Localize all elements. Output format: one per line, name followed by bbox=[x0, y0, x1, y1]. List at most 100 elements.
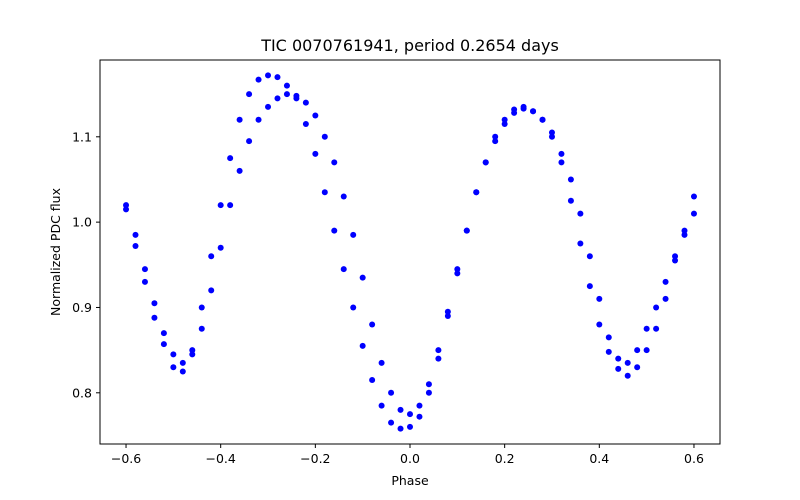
data-point bbox=[596, 321, 603, 328]
x-tick-label: 0.6 bbox=[684, 451, 704, 466]
x-tick-label: 0.4 bbox=[589, 451, 609, 466]
data-point bbox=[123, 206, 130, 213]
data-point bbox=[274, 95, 281, 102]
data-point bbox=[454, 266, 461, 273]
data-point bbox=[170, 351, 177, 358]
data-point bbox=[548, 129, 555, 136]
data-point bbox=[321, 133, 328, 140]
data-point bbox=[198, 325, 205, 332]
data-point bbox=[501, 116, 508, 123]
data-point bbox=[653, 304, 660, 311]
data-point bbox=[407, 411, 413, 418]
data-point bbox=[577, 210, 584, 217]
data-point bbox=[605, 348, 612, 355]
data-point bbox=[634, 347, 641, 354]
data-point bbox=[189, 351, 196, 358]
data-point bbox=[369, 377, 376, 383]
data-point bbox=[624, 359, 631, 366]
data-point bbox=[643, 347, 650, 354]
data-point bbox=[492, 138, 499, 145]
data-point bbox=[170, 364, 177, 371]
data-point bbox=[340, 193, 347, 200]
data-point bbox=[548, 133, 555, 140]
y-tick-label: 0.8 bbox=[72, 385, 92, 400]
x-tick-label: −0.2 bbox=[300, 451, 330, 466]
data-point bbox=[312, 150, 319, 157]
data-point bbox=[132, 231, 139, 238]
data-point bbox=[227, 155, 234, 162]
data-point bbox=[227, 202, 234, 209]
data-point bbox=[160, 330, 167, 337]
data-point bbox=[444, 313, 451, 319]
plot-frame bbox=[99, 59, 721, 445]
data-point bbox=[179, 368, 186, 375]
data-point bbox=[690, 210, 697, 217]
data-point bbox=[246, 138, 253, 145]
y-tick-label: 1.1 bbox=[72, 129, 92, 144]
data-point bbox=[369, 321, 376, 328]
data-point bbox=[653, 325, 660, 332]
y-tick-label: 0.9 bbox=[72, 300, 92, 315]
data-point bbox=[567, 176, 574, 183]
data-point bbox=[283, 91, 290, 98]
data-point bbox=[454, 270, 461, 277]
data-point bbox=[615, 365, 622, 372]
data-point bbox=[662, 278, 669, 285]
data-point bbox=[586, 253, 593, 260]
data-point bbox=[265, 72, 272, 79]
data-point bbox=[558, 159, 565, 166]
data-point bbox=[217, 244, 224, 251]
data-point bbox=[416, 413, 423, 420]
data-point bbox=[359, 274, 366, 281]
data-point bbox=[350, 304, 357, 311]
data-point bbox=[435, 347, 442, 354]
data-point bbox=[378, 359, 385, 366]
data-point bbox=[643, 325, 650, 332]
data-point bbox=[520, 105, 527, 112]
data-point bbox=[397, 406, 404, 413]
data-point bbox=[511, 109, 518, 116]
data-point bbox=[577, 240, 584, 247]
data-point bbox=[208, 287, 215, 294]
data-point bbox=[255, 116, 262, 123]
data-point bbox=[274, 74, 281, 81]
data-point bbox=[388, 389, 395, 396]
data-point bbox=[236, 167, 243, 174]
x-tick-label: −0.4 bbox=[206, 451, 236, 466]
data-point bbox=[482, 159, 489, 166]
data-point bbox=[236, 116, 243, 123]
data-point bbox=[681, 231, 688, 238]
data-point bbox=[463, 227, 470, 234]
data-point bbox=[662, 295, 669, 302]
x-tick-label: 0.0 bbox=[400, 451, 420, 466]
data-point bbox=[407, 423, 413, 430]
data-point bbox=[283, 82, 290, 89]
data-point bbox=[681, 227, 688, 234]
data-point bbox=[558, 150, 565, 157]
data-point bbox=[425, 381, 432, 388]
x-axis-label: Phase bbox=[391, 473, 429, 488]
data-point bbox=[132, 243, 139, 250]
x-tick-label: 0.2 bbox=[495, 451, 515, 466]
data-point bbox=[331, 159, 338, 166]
data-point bbox=[350, 231, 357, 238]
data-point bbox=[416, 402, 423, 409]
data-point bbox=[312, 112, 319, 119]
data-point bbox=[331, 227, 338, 234]
chart-title: TIC 0070761941, period 0.2654 days bbox=[260, 36, 559, 55]
data-point bbox=[302, 99, 309, 106]
data-point bbox=[596, 295, 603, 302]
data-point bbox=[189, 347, 196, 354]
data-points bbox=[123, 72, 697, 432]
data-point bbox=[690, 193, 697, 200]
data-point bbox=[634, 364, 641, 371]
data-point bbox=[388, 419, 395, 426]
data-point bbox=[435, 355, 442, 362]
data-point bbox=[615, 355, 622, 362]
data-point bbox=[501, 121, 508, 127]
data-point bbox=[160, 341, 167, 348]
data-point bbox=[359, 342, 366, 349]
data-point bbox=[198, 304, 205, 311]
